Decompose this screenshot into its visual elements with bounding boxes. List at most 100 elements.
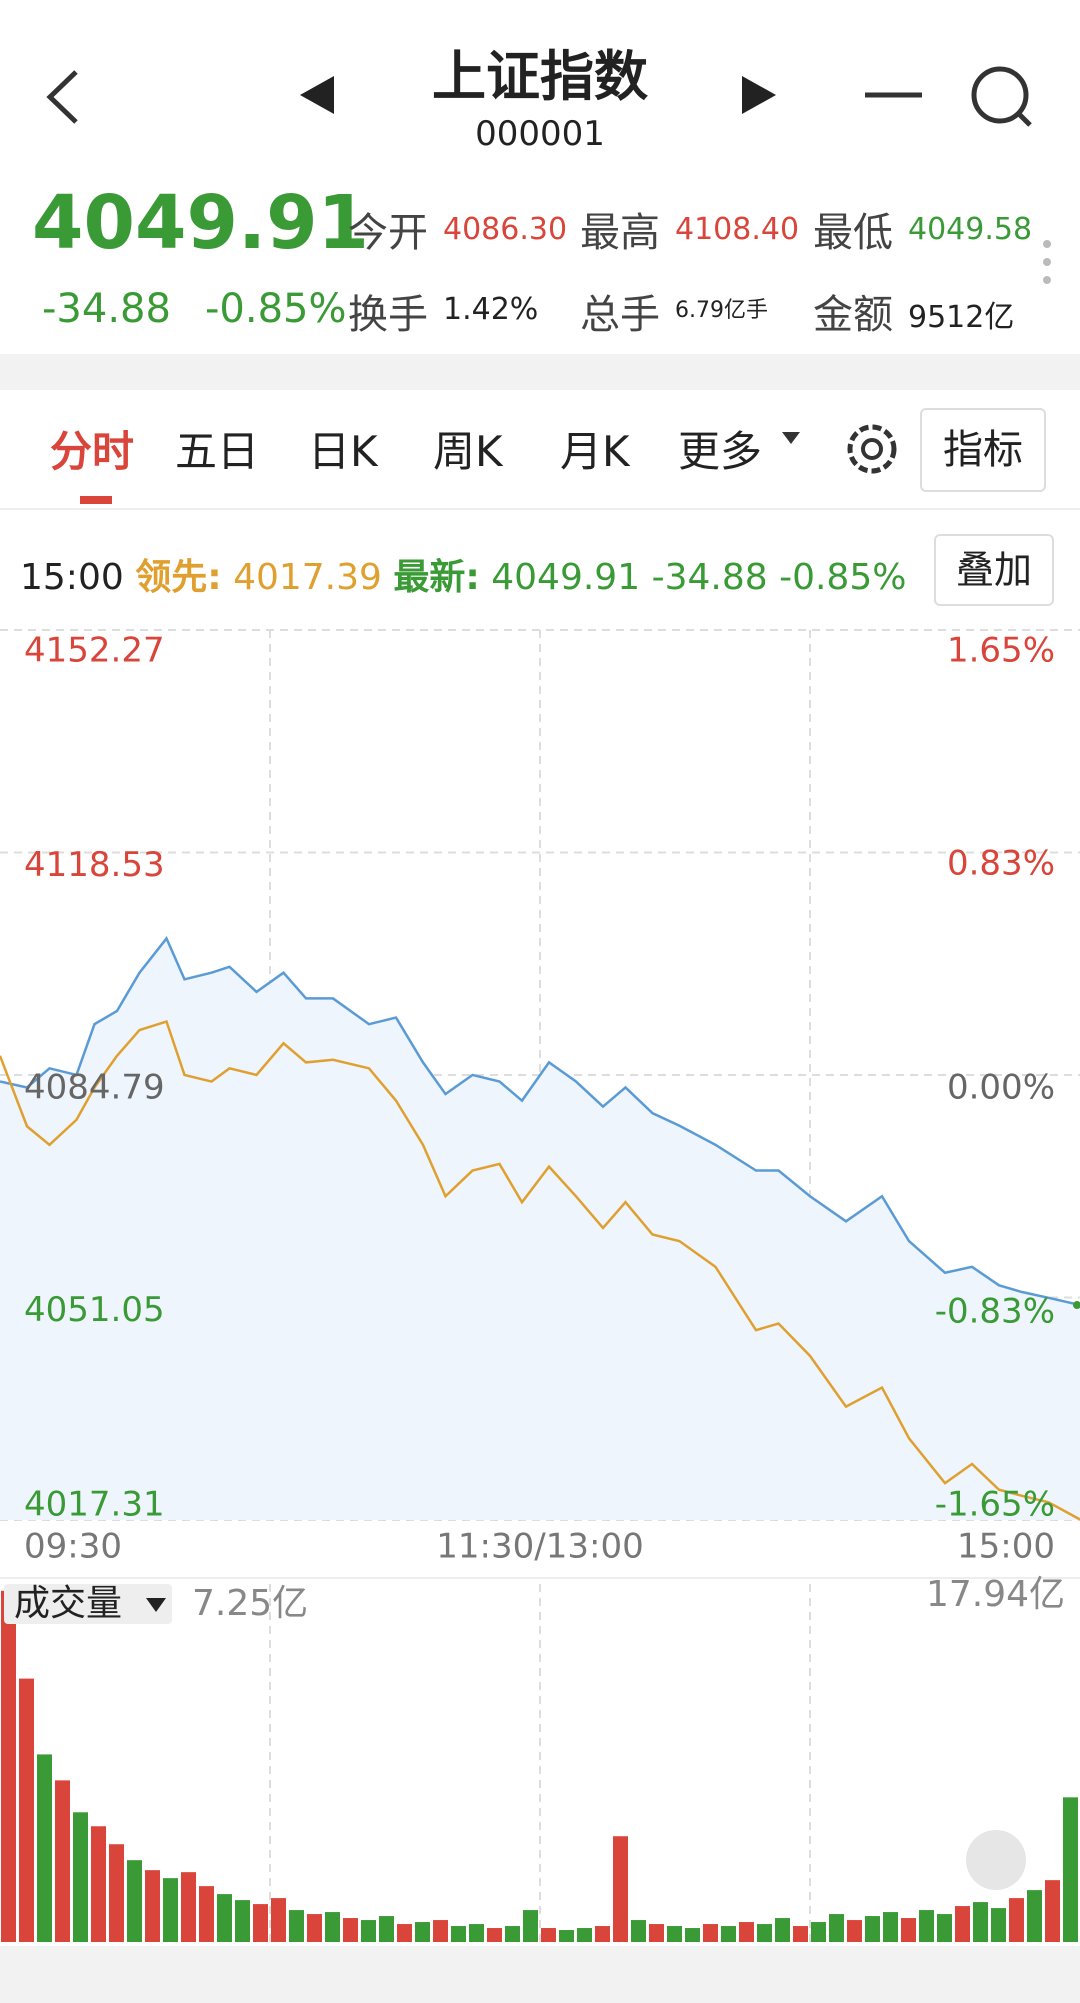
price-line — [0, 936, 1080, 1307]
area-fill — [0, 938, 1080, 1520]
volume-bar — [919, 1910, 934, 1942]
latest-change: -34.88 — [651, 557, 768, 598]
volume-bar — [307, 1914, 322, 1942]
volume-bar — [199, 1886, 214, 1942]
gear-icon[interactable] — [0, 0, 1080, 520]
stat-label: 最低 — [813, 210, 893, 256]
y2-tick-label: 0.00% — [947, 1068, 1055, 1108]
volume-selector — [4, 1584, 172, 1624]
y2-tick-label: 0.83% — [947, 844, 1055, 884]
volume-bar — [163, 1878, 178, 1942]
volume-bar — [433, 1920, 448, 1942]
volume-bar — [829, 1914, 844, 1942]
indicator-button[interactable]: 指标 — [920, 408, 1046, 492]
volume-bar — [469, 1924, 484, 1942]
volume-bar — [847, 1920, 862, 1942]
volume-bar — [37, 1754, 52, 1942]
volume-bar — [487, 1928, 502, 1942]
price: 4049.91 — [32, 180, 370, 266]
volume-bar — [595, 1926, 610, 1942]
volume-bar — [127, 1860, 142, 1942]
next-button[interactable] — [742, 76, 776, 114]
dropdown-arrow — [146, 1598, 166, 1612]
separator — [0, 354, 1080, 390]
back-button[interactable] — [46, 70, 78, 124]
volume-max-label: 17.94亿 — [926, 1574, 1065, 1615]
volume-bar — [289, 1910, 304, 1942]
prev-button[interactable] — [300, 76, 334, 114]
volume-bar — [1063, 1797, 1078, 1942]
tab[interactable]: 更多 — [678, 427, 763, 476]
volume-bar — [685, 1928, 700, 1942]
tab-indicator — [80, 496, 112, 504]
last-dot — [1073, 1301, 1080, 1310]
volume-bar — [757, 1924, 772, 1942]
volume-bar — [559, 1930, 574, 1942]
tab[interactable]: 分时 — [50, 427, 135, 476]
stat-label: 总手 — [580, 292, 660, 338]
x-tick-label: 15:00 — [957, 1527, 1055, 1567]
volume-bar — [505, 1926, 520, 1942]
volume-bar — [775, 1918, 790, 1942]
stat-label: 换手 — [348, 292, 428, 338]
change: -34.88 — [42, 286, 171, 332]
code: 000001 — [475, 114, 605, 154]
volume-bar — [343, 1918, 358, 1942]
volume-bar — [19, 1678, 34, 1942]
volume-bar — [739, 1922, 754, 1942]
stat-value: 4049.58 — [908, 212, 1033, 247]
x-tick-label: 11:30/13:00 — [436, 1527, 643, 1567]
volume-bar — [577, 1928, 592, 1942]
volume-bar — [271, 1898, 286, 1942]
volume-bar — [235, 1900, 250, 1942]
dropdown-arrow[interactable] — [782, 432, 800, 444]
stat-label: 最高 — [580, 210, 660, 256]
y2-tick-label: -1.65% — [935, 1485, 1055, 1525]
more-dots[interactable] — [0, 0, 1080, 320]
stat-label: 今开 — [348, 210, 428, 256]
stat-value: 4086.30 — [443, 212, 568, 247]
legend-time: 15:00 — [20, 557, 124, 598]
volume-bar — [253, 1904, 268, 1942]
divider — [0, 508, 1080, 510]
volume-bar — [649, 1924, 664, 1942]
volume-bar — [793, 1926, 808, 1942]
tab[interactable]: 五日 — [175, 427, 260, 476]
volume-bar — [73, 1812, 88, 1942]
overlay-button[interactable]: 叠加 — [934, 534, 1054, 606]
lead-value: 4017.39 — [233, 557, 382, 598]
y-tick-label: 4152.27 — [24, 631, 165, 671]
stat-value: 6.79亿手 — [675, 298, 768, 323]
expand-button[interactable] — [966, 1830, 1026, 1890]
volume-bar — [379, 1916, 394, 1942]
change-pct: -0.85% — [205, 286, 347, 332]
volume-bar — [1027, 1890, 1042, 1942]
y2-tick-label: 1.65% — [947, 631, 1055, 671]
volume-value: 7.25亿 — [192, 1583, 308, 1624]
volume-bar — [217, 1894, 232, 1942]
volume-bar — [541, 1928, 556, 1942]
legend: 15:00 领先: 4017.39 最新: 4049.91 -34.88 -0.… — [20, 548, 906, 600]
y-tick-label: 4017.31 — [24, 1485, 165, 1525]
tab[interactable]: 月K — [560, 427, 630, 476]
volume-bar — [397, 1924, 412, 1942]
tab[interactable]: 日K — [308, 427, 378, 476]
volume-title: 成交量 — [14, 1583, 122, 1624]
volume-bar — [325, 1912, 340, 1942]
volume-bar — [523, 1910, 538, 1942]
volume-bar — [721, 1926, 736, 1942]
volume-bar — [631, 1920, 646, 1942]
volume-bar — [901, 1918, 916, 1942]
volume-bar — [55, 1780, 70, 1942]
volume-bar — [973, 1902, 988, 1942]
search-button[interactable] — [971, 66, 1032, 127]
volume-bar — [415, 1922, 430, 1942]
tab[interactable]: 周K — [433, 427, 503, 476]
x-tick-label: 09:30 — [24, 1527, 122, 1567]
stat-value: 4108.40 — [675, 212, 800, 247]
volume-bar — [937, 1914, 952, 1942]
latest-value: 4049.91 — [491, 557, 641, 598]
stat-label: 金额 — [813, 292, 893, 338]
